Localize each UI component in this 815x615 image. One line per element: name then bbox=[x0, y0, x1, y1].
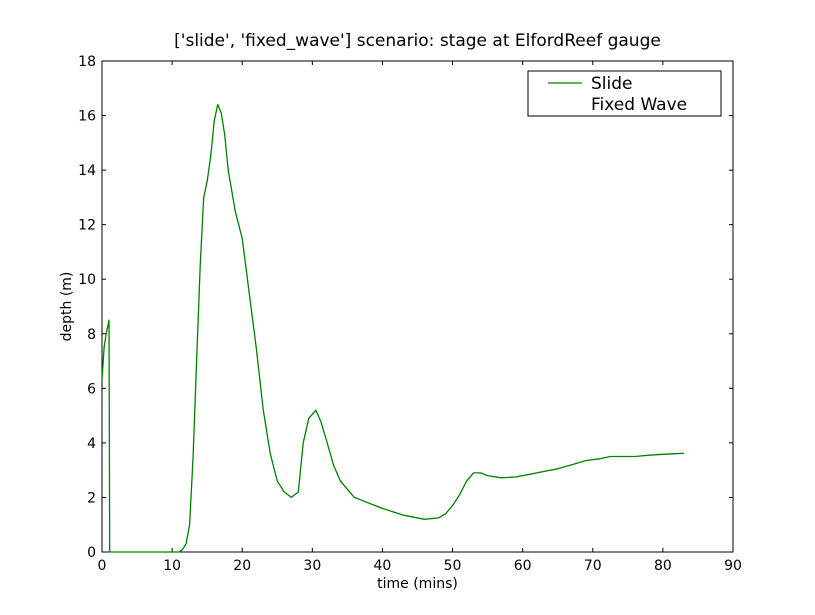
y-tick-label: 4 bbox=[87, 436, 96, 452]
plot-area: 0 10 20 30 40 50 60 70 80 90 0 2 4 6 8 10 12 14 16 18 bbox=[78, 54, 742, 574]
y-tick-label: 8 bbox=[87, 327, 96, 343]
legend-entry: Fixed Wave bbox=[591, 95, 687, 115]
series-line-slide bbox=[101, 103, 684, 553]
x-tick-label: 20 bbox=[233, 558, 251, 574]
legend-entry: Slide bbox=[548, 74, 633, 94]
plot-frame bbox=[101, 60, 734, 553]
x-tick-label: 50 bbox=[444, 558, 462, 574]
y-tick-label: 6 bbox=[87, 381, 96, 397]
x-tick-label: 0 bbox=[98, 558, 107, 574]
y-axis: 0 2 4 6 8 10 12 14 16 18 bbox=[78, 54, 733, 561]
y-tick-label: 2 bbox=[87, 490, 96, 506]
y-tick-label: 10 bbox=[78, 272, 96, 288]
legend-box bbox=[527, 70, 722, 117]
legend-label: Fixed Wave bbox=[591, 95, 687, 115]
y-tick-label: 16 bbox=[78, 109, 96, 125]
x-tick-label: 10 bbox=[163, 558, 181, 574]
x-tick-label: 30 bbox=[303, 558, 321, 574]
y-tick-label: 12 bbox=[78, 218, 96, 234]
series-layer bbox=[101, 103, 684, 553]
y-tick-label: 14 bbox=[78, 163, 96, 179]
x-tick-label: 70 bbox=[584, 558, 602, 574]
chart-title: ['slide', 'fixed_wave'] scenario: stage … bbox=[174, 31, 661, 51]
y-tick-label: 0 bbox=[87, 545, 96, 561]
legend-label: Slide bbox=[591, 74, 633, 94]
x-axis-label: time (mins) bbox=[377, 576, 458, 592]
x-tick-label: 40 bbox=[374, 558, 392, 574]
y-axis-label: depth (m) bbox=[59, 272, 75, 342]
x-axis: 0 10 20 30 40 50 60 70 80 90 bbox=[98, 61, 742, 574]
y-tick-label: 18 bbox=[78, 54, 96, 70]
x-tick-label: 60 bbox=[514, 558, 532, 574]
x-tick-label: 90 bbox=[724, 558, 742, 574]
x-tick-label: 80 bbox=[654, 558, 672, 574]
